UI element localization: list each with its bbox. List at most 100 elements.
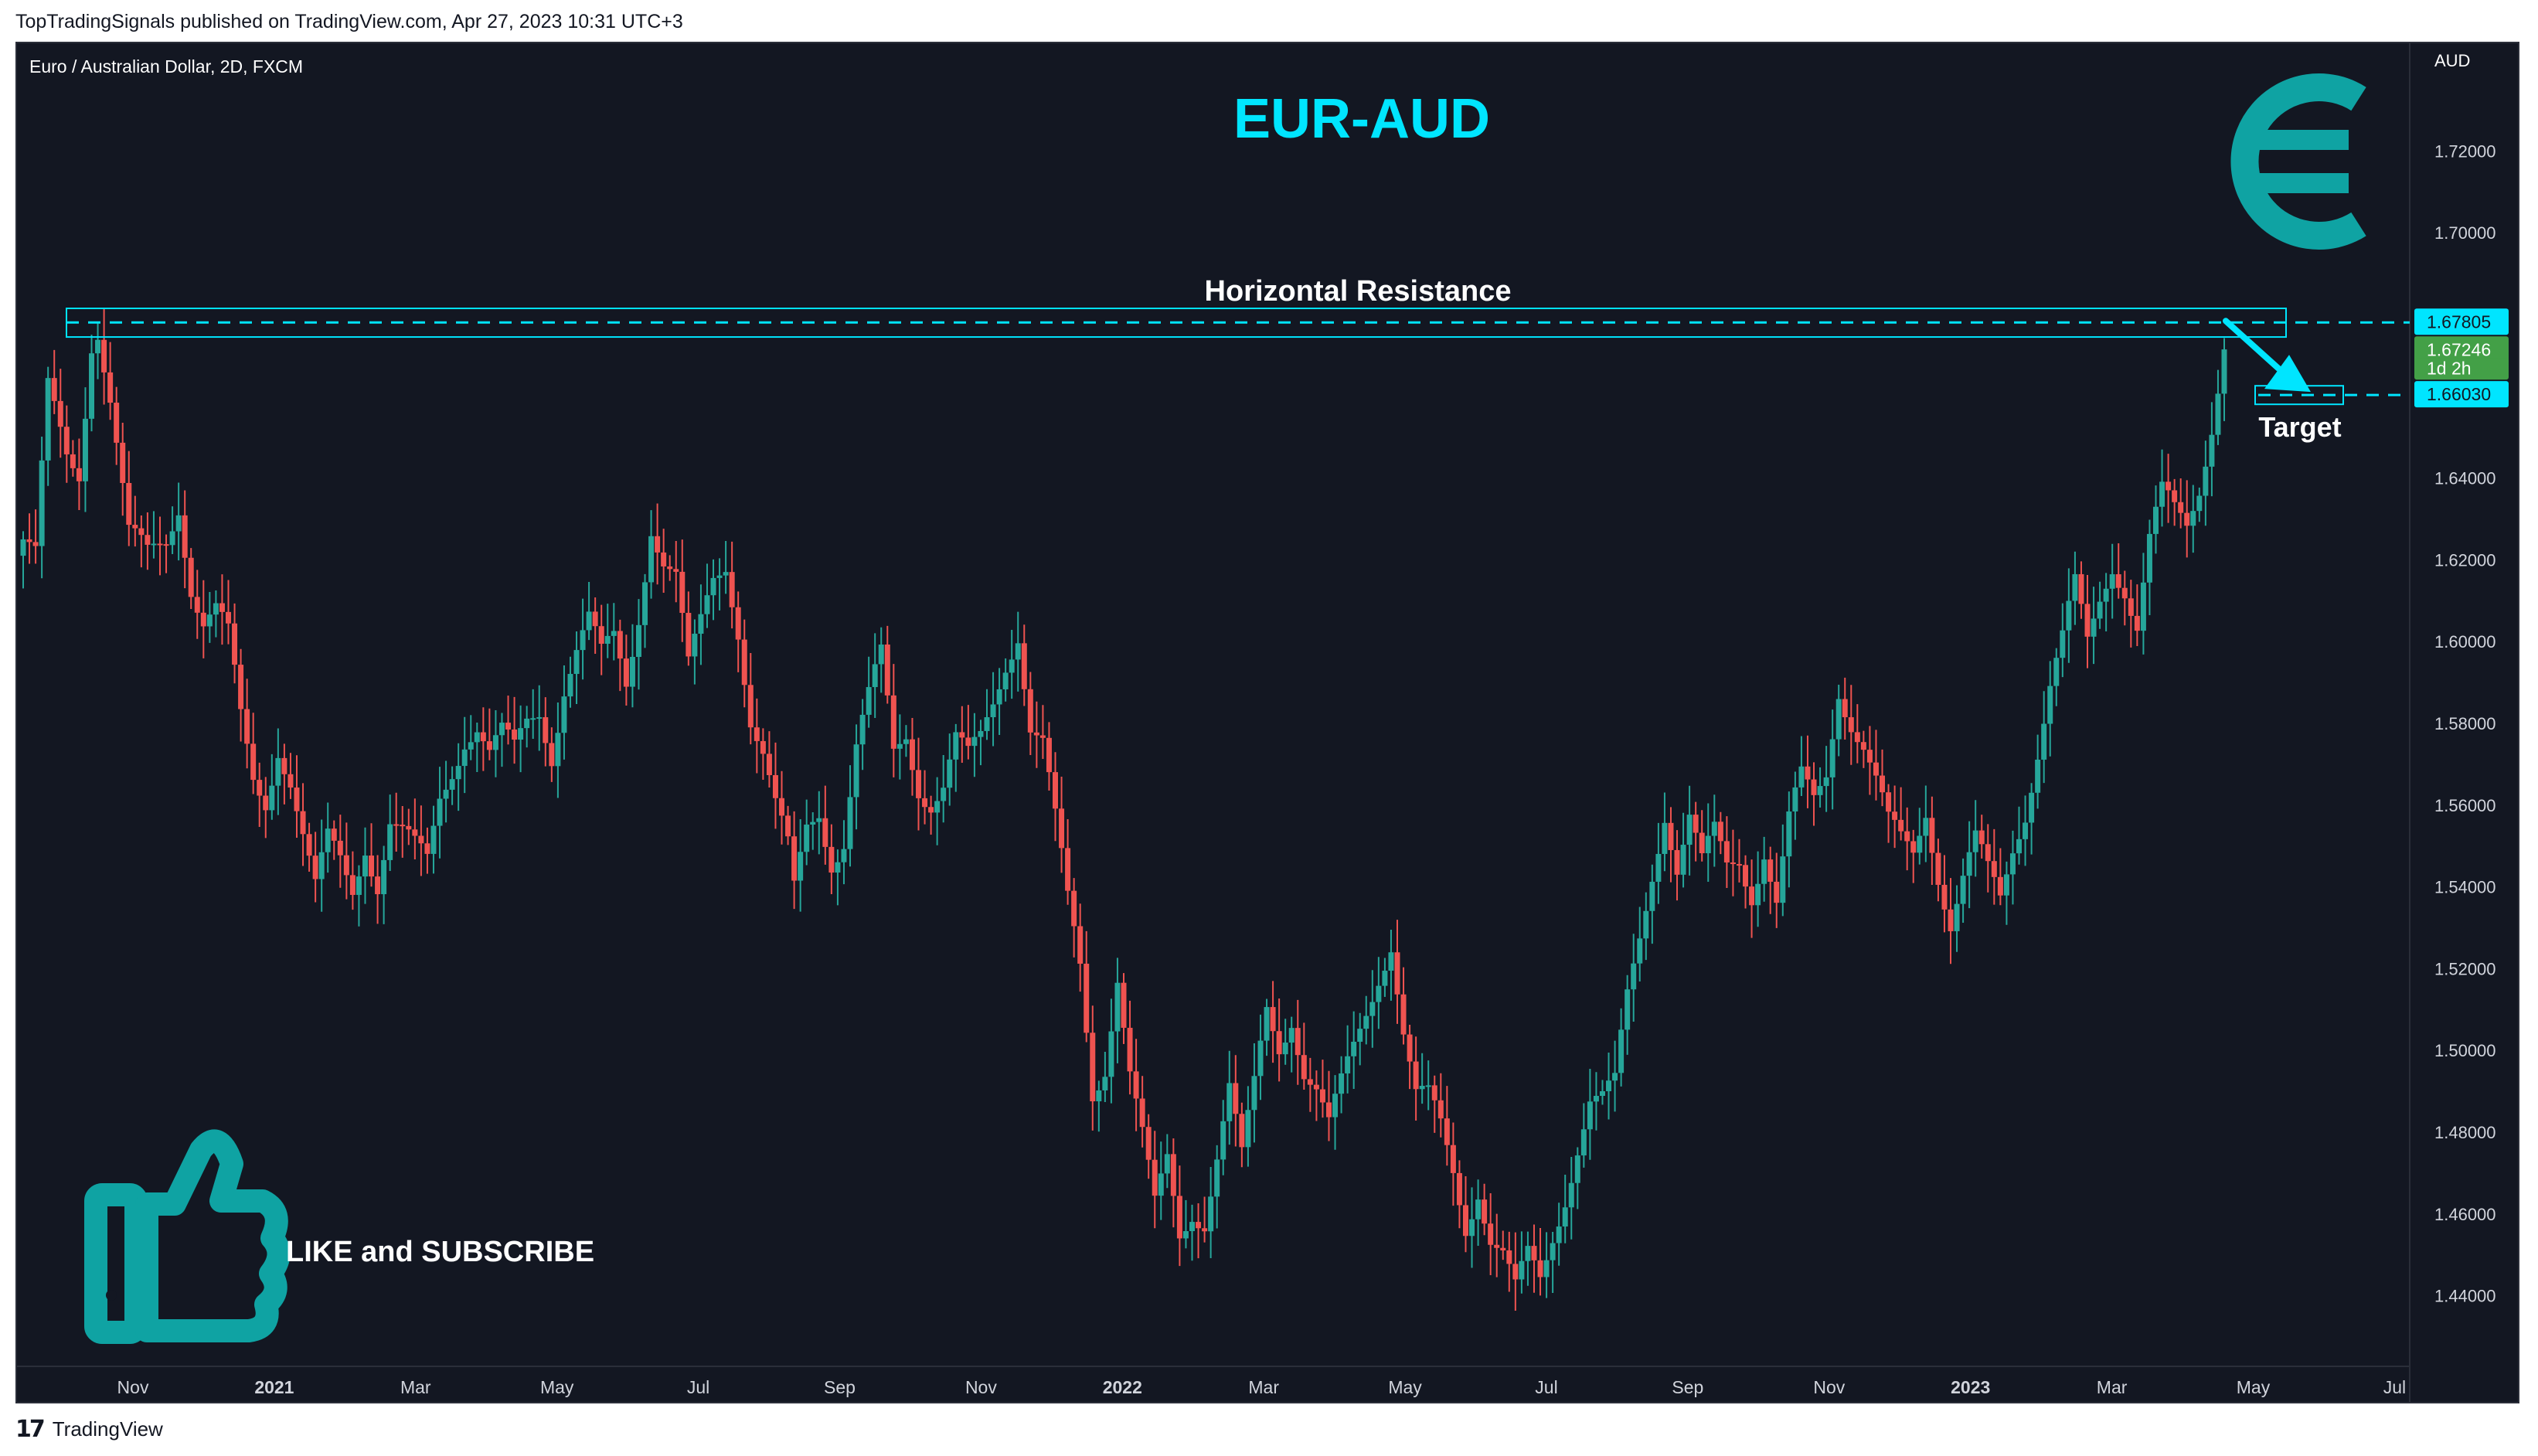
candle-body [1730,862,1736,865]
candle-body [1606,1080,1612,1092]
candle-body [455,766,461,780]
candle-body [1351,1041,1357,1056]
candle-body [1643,910,1649,939]
candle-body [1711,822,1717,836]
candle-body [312,856,318,879]
candle-body [573,650,580,675]
y-tick-label: 1.52000 [2434,959,2496,978]
candle-body [269,785,275,811]
candle-body [2140,582,2146,631]
candle-body [1680,845,1686,875]
candle-body [549,743,555,767]
candle-body [1108,1031,1114,1077]
candle-body [716,575,723,578]
candle-body [1985,844,1991,862]
x-tick-label: Sep [824,1377,856,1397]
x-axis: Nov 2021 Mar May Jul Sep Nov 2022 Mar May Jul Sep No… [17,1366,2410,1397]
candle-body [1139,1098,1145,1128]
candle-body [300,811,306,835]
euro-icon [2230,73,2366,250]
candle-body [1941,884,1948,910]
candle-body [1625,989,1631,1030]
candle-body [822,818,828,847]
candle-body [1021,643,1027,689]
candle-body [1462,1205,1468,1237]
candle-body [120,442,126,483]
candlestick-chart[interactable]: Euro / Australian Dollar, 2D, FXCM AUD E… [17,43,2519,1403]
candle-body [1431,1085,1437,1101]
candle-body [468,742,474,750]
candle-body [2023,822,2029,839]
candle-body [145,535,151,545]
candle-body [369,856,375,877]
candle-body [655,536,661,553]
candle-body [735,607,741,640]
candle-body [101,339,107,373]
candle-body [791,836,798,881]
candle-body [2196,495,2203,512]
candle-body [1270,1007,1276,1032]
candle-body [114,403,120,443]
candle-body [1288,1028,1295,1043]
candle-body [1655,853,1662,882]
x-tick-label: Mar [1248,1377,1279,1397]
candle-body [1854,732,1860,743]
candle-body [598,626,604,644]
candle-body [1251,1076,1257,1111]
candle-body [1512,1264,1519,1280]
candle-body [729,572,735,607]
candle-body [1369,1002,1376,1016]
candle-body [381,859,387,895]
candle-body [1363,1015,1369,1029]
candle-body [244,709,250,744]
candle-body [1170,1154,1176,1196]
candle-body [580,630,586,651]
candle-body [1164,1154,1170,1174]
candle-body [82,418,88,481]
candle-body [561,696,567,733]
y-tick-label: 1.62000 [2434,550,2496,570]
candle-body [1009,659,1015,673]
candle-body [704,595,710,614]
candle-body [1102,1077,1108,1090]
candle-body [1674,849,1680,875]
candle-body [343,855,349,876]
y-tick-label: 1.56000 [2434,796,2496,815]
candle-body [1537,1260,1543,1277]
candle-body [1295,1028,1301,1056]
candle-body [1699,832,1705,854]
chart-frame[interactable]: Euro / Australian Dollar, 2D, FXCM AUD E… [15,42,2519,1403]
candle-body [1811,779,1817,795]
candle-body [2159,481,2165,507]
candle-body [1133,1071,1139,1099]
candle-body [132,525,138,529]
candle-body [747,685,754,728]
y-tick-label: 1.58000 [2434,714,2496,733]
x-tick-label: Nov [1813,1377,1845,1397]
tradingview-logo-icon: 17 [15,1416,46,1443]
candle-body [1488,1223,1494,1245]
candle-body [2128,598,2134,616]
candle-body [2109,574,2115,589]
x-tick-label: Mar [400,1377,431,1397]
currency-label: AUD [2434,51,2470,70]
candle-body [95,339,101,354]
candle-body [1456,1172,1462,1206]
candle-body [1929,818,1935,853]
candle-body [518,728,524,740]
candle-body [1444,1118,1450,1145]
candle-body [1325,1102,1332,1118]
candle-body [1866,750,1873,763]
candle-body [2029,792,2035,823]
candle-body [635,624,641,657]
candle-body [2053,658,2060,686]
x-tick-label: Jul [687,1377,709,1397]
y-tick-label: 1.64000 [2434,469,2496,488]
candle-body [486,741,492,750]
candle-body [1257,1040,1264,1077]
candle-body [2035,759,2041,793]
candle-body [1339,1073,1345,1094]
candle-body [841,849,847,862]
candle-body [1798,766,1805,788]
candle-body [1910,841,1917,853]
